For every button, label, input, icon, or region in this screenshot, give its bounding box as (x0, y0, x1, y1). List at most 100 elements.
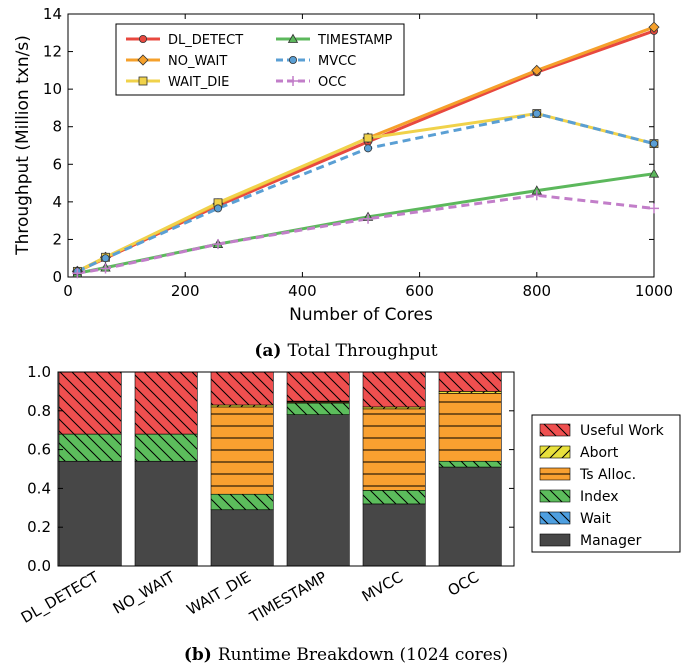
bar-hatch-abort (211, 404, 274, 407)
bar-hatch-ts-alloc (363, 408, 426, 491)
legend-a-marker-dl-detect (138, 35, 147, 44)
point-mvcc (650, 139, 659, 148)
point-occ (72, 268, 83, 279)
legend-b-hatch-abort (540, 446, 570, 458)
x-tick-label-b: DL_DETECT (18, 567, 103, 627)
bar-hatch-index (59, 434, 122, 462)
legend-b-label-wait: Wait (580, 511, 611, 527)
point-no-wait (531, 64, 543, 76)
runtime-breakdown-bar-chart: 0.0 0.2 0.4 0.6 0.8 1.0 DL_DETECT NO_WAIT WAIT_… (18, 363, 681, 628)
y-tick-label-b: 0.6 (27, 441, 51, 459)
point-occ (531, 190, 542, 201)
x-axis-a: 0 200 400 600 800 1000 (63, 14, 673, 300)
legend-b: Useful Work Abort Ts Alloc. Index Wait Manage… (531, 414, 681, 553)
y-tick-label-a: 10 (43, 80, 62, 98)
x-tick-label-b: TIMESTAMP (246, 568, 330, 627)
bar-segment-manager (134, 460, 198, 567)
y-tick-label-a: 6 (52, 155, 62, 173)
caption-b-text: Runtime Breakdown (1024 cores) (218, 645, 508, 665)
y-tick-label-a: 14 (43, 5, 62, 23)
bar-hatch-useful-work (59, 372, 122, 435)
x-tick-label-b: WAIT_DIE (184, 568, 255, 620)
legend-a-marker-occ (288, 76, 298, 86)
bar-segment-manager (210, 509, 274, 567)
y-tick-label-b: 0.4 (27, 479, 51, 497)
y-tick-label-b: 0.8 (27, 402, 51, 420)
legend-b-label-ts-alloc: Ts Alloc. (579, 467, 636, 483)
series-markers (71, 21, 660, 279)
point-occ (649, 203, 659, 214)
point-mvcc (101, 254, 110, 263)
x-tick-label-a: 0 (63, 282, 73, 300)
legend-b-hatch-index (540, 490, 570, 502)
legend-b-frame (531, 414, 681, 553)
stacked-bars (58, 371, 502, 567)
y-tick-label-a: 0 (52, 268, 62, 286)
legend-b-label-useful-work: Useful Work (580, 423, 665, 439)
x-tick-label-a: 400 (288, 282, 317, 300)
legend-a-label-timestamp: TIMESTAMP (317, 33, 392, 48)
bar-hatch-useful-work (287, 372, 350, 402)
bar-segment-manager (362, 503, 426, 567)
y-axis-a: 0 2 4 6 8 10 12 14 (43, 5, 654, 286)
caption-b: (b) Runtime Breakdown (1024 cores) (184, 645, 508, 665)
y-tick-label-b: 0.0 (27, 557, 51, 575)
bar-hatch-useful-work (135, 372, 198, 435)
legend-a-marker-timestamp (287, 33, 299, 43)
legend-a-marker-mvcc (288, 56, 297, 65)
legend-a-marker-wait-die (138, 76, 148, 86)
legend-b-hatch-useful-work (540, 424, 570, 436)
bar-hatch-index (287, 403, 350, 415)
legend-b-hatch-wait (540, 512, 570, 524)
x-tick-label-a: 800 (522, 282, 551, 300)
bar-hatch-useful-work (211, 372, 274, 405)
y-tick-label-a: 12 (43, 43, 62, 61)
point-no-wait (648, 21, 660, 33)
bar-hatch-index (135, 434, 198, 462)
series-lines (76, 25, 654, 275)
plot-frame-b (57, 371, 515, 567)
series-line-mvcc (76, 112, 654, 273)
legend-a-frame (115, 23, 405, 96)
y-tick-label-a: 8 (52, 118, 62, 136)
legend-a-label-dl-detect: DL_DETECT (168, 33, 243, 48)
y-tick-label-a: 2 (52, 230, 62, 248)
caption-b-label: (b) (184, 645, 212, 665)
legend-b-label-manager: Manager (580, 533, 642, 549)
x-axis-label-a: Number of Cores (289, 305, 433, 325)
x-tick-label-a: 200 (171, 282, 200, 300)
series-line-occ (77, 193, 654, 275)
legend-b-swatch-manager (539, 533, 571, 547)
point-occ (363, 213, 374, 224)
bar-hatch-ts-alloc (287, 401, 350, 404)
legend-a-label-wait-die: WAIT_DIE (168, 75, 229, 90)
y-tick-label-b: 0.2 (27, 518, 51, 536)
plot-area-b (57, 371, 515, 567)
throughput-line-chart: 0 2 4 6 8 10 12 14 0 200 400 600 800 1000 Number of … (13, 5, 673, 325)
bar-hatch-useful-work (439, 372, 502, 392)
point-occ (100, 263, 111, 274)
bar-hatch-abort (439, 391, 502, 394)
legend-a-label-occ: OCC (318, 75, 346, 90)
bar-hatch-index (211, 494, 274, 510)
legend-b-hatch-ts-alloc (540, 468, 570, 480)
legend-a-label-mvcc: MVCC (318, 54, 356, 69)
bar-hatch-ts-alloc (439, 393, 502, 462)
caption-a-label: (a) (254, 341, 281, 361)
bar-hatch-useful-work (363, 372, 426, 407)
point-timestamp (648, 168, 660, 178)
x-tick-label-b: NO_WAIT (110, 567, 179, 618)
y-axis-b: 0.0 0.2 0.4 0.6 0.8 1.0 (27, 363, 514, 575)
caption-a: (a) Total Throughput (254, 341, 437, 361)
legend-a: DL_DETECT NO_WAIT WAIT_DIE TIMESTAMP MVCC OCC (115, 23, 405, 96)
bar-segment-manager (286, 414, 350, 567)
point-occ (213, 239, 224, 250)
x-tick-label-a: 1000 (635, 282, 673, 300)
point-mvcc (364, 144, 373, 153)
bar-hatch-index (439, 461, 502, 468)
caption-a-text: Total Throughput (287, 341, 437, 361)
bar-segment-manager (58, 460, 122, 567)
bar-hatch-abort (363, 406, 426, 409)
